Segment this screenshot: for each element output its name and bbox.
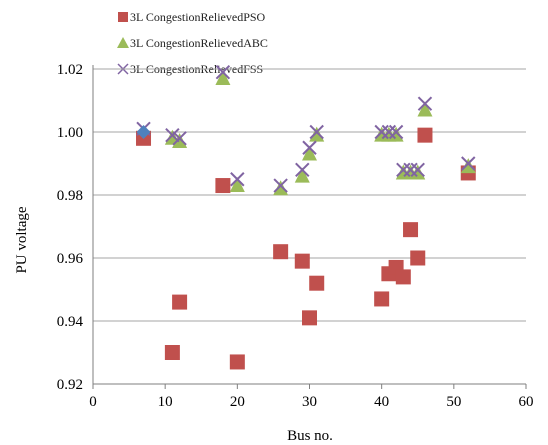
y-tick-label: 0.96 [57, 251, 84, 267]
data-point-square [172, 295, 187, 310]
data-point-square [295, 254, 310, 269]
x-tick-label: 40 [374, 394, 389, 410]
y-tick-label: 0.92 [57, 377, 83, 393]
data-point-square [309, 276, 324, 291]
legend-triangle-marker [117, 37, 129, 48]
data-point-square [410, 251, 425, 266]
gridlines [93, 69, 526, 384]
y-tick-label: 1.00 [57, 125, 83, 141]
data-point-square [374, 291, 389, 306]
y-tick-label: 0.98 [57, 188, 83, 204]
data-point-square [273, 244, 288, 259]
x-axis-title: Bus no. [287, 428, 333, 444]
data-point-square [165, 345, 180, 360]
x-tick-label: 10 [158, 394, 173, 410]
data-point-square [302, 310, 317, 325]
data-point-triangle [273, 180, 288, 195]
legend-square-marker [118, 12, 128, 22]
x-tick-label: 50 [446, 394, 461, 410]
y-tick-label: 0.94 [57, 314, 84, 330]
legend-label: 3L CongestionRelievedPSO [130, 10, 266, 24]
data-point-triangle [309, 127, 324, 142]
x-tick-label: 30 [302, 394, 317, 410]
x-tick-label: 60 [519, 394, 534, 410]
legend-item-square: 3L CongestionRelievedPSO [118, 10, 266, 24]
data-point-square [403, 222, 418, 237]
data-points [136, 66, 476, 370]
legend: 3L CongestionRelievedPSO 3L CongestionRel… [117, 10, 268, 76]
y-axis-title: PU voltage [14, 206, 30, 273]
data-point-square [417, 128, 432, 143]
data-point-square [230, 354, 245, 369]
x-tick-label: 0 [89, 394, 97, 410]
tick-labels: 0.92 0.94 0.96 0.98 1.00 1.02 0 10 20 30 40 50 60 [57, 62, 534, 410]
data-point-square [215, 178, 230, 193]
data-point-square [396, 269, 411, 284]
legend-label: 3L CongestionRelievedABC [130, 36, 268, 50]
x-tick-label: 20 [230, 394, 245, 410]
legend-item-triangle: 3L CongestionRelievedABC [117, 36, 268, 50]
axes [93, 65, 526, 389]
y-tick-label: 1.02 [57, 62, 83, 78]
